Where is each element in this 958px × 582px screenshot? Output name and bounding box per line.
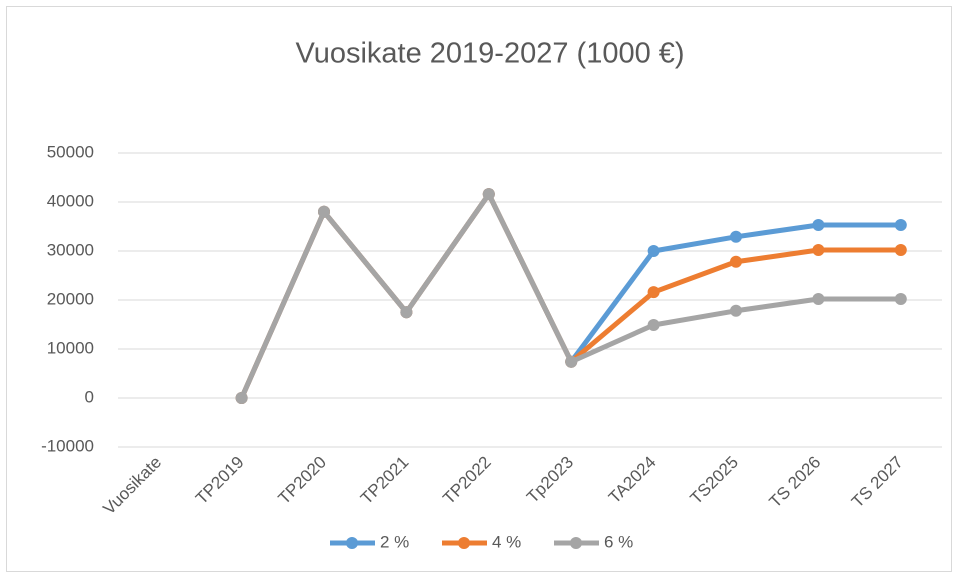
point [730, 304, 742, 317]
point [235, 392, 248, 404]
legend-label: 2 % [380, 532, 409, 551]
point [730, 230, 742, 243]
point [894, 219, 907, 232]
point [894, 244, 907, 257]
point [647, 245, 660, 257]
point [647, 286, 660, 299]
legend-marker [570, 537, 582, 549]
y-tick-label: 40000 [47, 191, 94, 210]
y-tick-label: 50000 [47, 142, 94, 161]
point [812, 244, 825, 257]
chart-border [6, 6, 952, 572]
y-tick-label: 0 [85, 387, 94, 406]
point [894, 293, 907, 306]
series [235, 188, 907, 404]
point [318, 205, 330, 218]
point [812, 219, 825, 232]
y-tick-label: 10000 [47, 338, 94, 357]
point [400, 306, 413, 319]
y-tick-label: 30000 [47, 240, 94, 259]
y-tick-label: -10000 [41, 436, 94, 455]
point [647, 318, 660, 331]
legend-marker [346, 537, 358, 549]
legend-label: 4 % [492, 532, 521, 551]
point [565, 355, 578, 368]
legend-label: 6 % [604, 532, 633, 551]
legend-marker [458, 537, 470, 549]
y-tick-label: 20000 [47, 289, 94, 308]
chart-title: Vuosikate 2019-2027 (1000 €) [295, 38, 684, 70]
point [812, 293, 825, 306]
point [730, 255, 742, 268]
point [482, 188, 495, 201]
